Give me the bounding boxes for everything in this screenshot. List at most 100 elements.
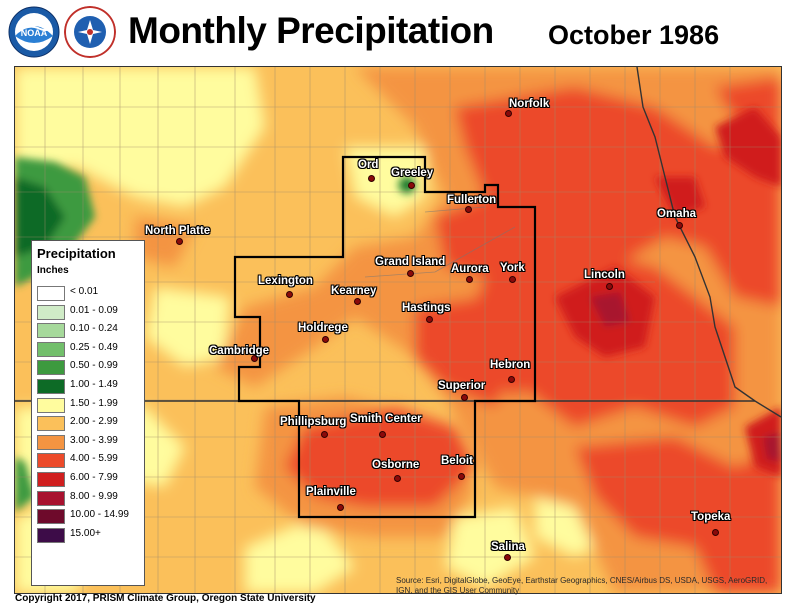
city-dot-plainville: [337, 504, 344, 511]
city-dot-greeley: [408, 182, 415, 189]
city-label-superior: Superior: [438, 380, 486, 392]
legend-label: 1.00 - 1.49: [70, 379, 118, 390]
city-label-lexington: Lexington: [258, 275, 313, 287]
legend-entry: 8.00 - 9.99: [37, 490, 143, 506]
map-title: Monthly Precipitation: [128, 10, 494, 51]
legend-entry: 0.10 - 0.24: [37, 322, 143, 339]
legend-swatch: [37, 509, 65, 525]
legend-label: 0.10 - 0.24: [70, 323, 118, 335]
city-label-kearney: Kearney: [331, 285, 377, 297]
city-dot-york: [509, 276, 516, 283]
legend-swatch: [37, 490, 65, 506]
city-label-topeka: Topeka: [691, 511, 731, 523]
map-period: October 1986: [548, 20, 720, 50]
city-dot-fullerton: [465, 206, 472, 213]
legend-entry: < 0.01: [37, 285, 143, 301]
city-label-grand-island: Grand Island: [375, 256, 446, 268]
city-label-hastings: Hastings: [402, 302, 451, 314]
legend-entry: 4.00 - 5.99: [37, 452, 143, 469]
city-label-osborne: Osborne: [372, 459, 420, 471]
city-label-norfolk: Norfolk: [509, 98, 550, 110]
city-dot-salina: [504, 554, 511, 561]
legend-swatch: [37, 397, 65, 413]
legend-swatch: [37, 434, 65, 450]
legend-label: 1.50 - 1.99: [70, 397, 118, 409]
city-label-cambridge: Cambridge: [209, 345, 270, 357]
legend-swatch: [37, 453, 65, 469]
city-label-beloit: Beloit: [441, 455, 473, 467]
legend-swatch: [37, 323, 65, 339]
legend-swatch: [37, 472, 65, 487]
legend-entry: 0.01 - 0.09: [37, 304, 143, 320]
legend-label: 4.00 - 5.99: [70, 453, 118, 465]
legend-swatch: [37, 341, 65, 357]
legend-entry: 0.50 - 0.99: [37, 359, 143, 376]
zone-1.5-2in-south: [245, 517, 355, 593]
zone-8-10in-core: [590, 292, 630, 327]
city-dot-superior: [461, 394, 468, 401]
legend-swatch: [37, 416, 65, 432]
city-label-salina: Salina: [491, 541, 525, 553]
city-dot-osborne: [394, 475, 401, 482]
zone-4-6in-southeast: [575, 437, 781, 593]
city-label-fullerton: Fullerton: [447, 194, 497, 206]
legend-entry: 0.25 - 0.49: [37, 341, 143, 357]
city-label-lincoln: Lincoln: [584, 269, 625, 281]
city-dot-omaha: [676, 222, 683, 229]
city-dot-kearney: [354, 298, 361, 305]
forecast-area-outline: [233, 155, 537, 519]
city-dot-norfolk: [505, 110, 512, 117]
legend-entry: 15.00+: [37, 527, 143, 543]
legend-entry: 6.00 - 7.99: [37, 471, 143, 487]
legend-label: 0.01 - 0.09: [70, 304, 118, 316]
zone-1.5-2in-ord: [345, 147, 425, 217]
legend-units: Inches: [37, 265, 69, 276]
legend-label: 8.00 - 9.99: [70, 490, 118, 502]
legend-label: < 0.01: [70, 286, 99, 297]
map-header: NOAA Monthly Precipitation October 1986: [0, 0, 792, 66]
legend-entry: 3.00 - 3.99: [37, 434, 143, 450]
legend-swatch: [37, 527, 65, 543]
legend-label: 0.50 - 0.99: [70, 360, 118, 372]
city-dot-hastings: [426, 316, 433, 323]
city-dot-lexington: [286, 291, 293, 298]
copyright-text: Copyright 2017, PRISM Climate Group, Ore…: [15, 593, 316, 604]
city-dot-topeka: [712, 529, 719, 536]
legend-title: Precipitation: [37, 246, 116, 261]
city-dot-beloit: [458, 473, 465, 480]
legend-swatch: [37, 360, 65, 376]
svg-text:NOAA: NOAA: [21, 28, 48, 38]
city-label-aurora: Aurora: [451, 263, 489, 275]
legend-entry: 1.00 - 1.49: [37, 378, 143, 394]
city-dot-lincoln: [606, 283, 613, 290]
city-label-phillipsburg: Phillipsburg: [280, 416, 347, 428]
river-lines: [364, 206, 516, 278]
legend-label: 6.00 - 7.99: [70, 472, 118, 483]
noaa-logo: NOAA: [8, 6, 60, 58]
basemap-source-text: Source: Esri, DigitalGlobe, GeoEye, Eart…: [396, 576, 768, 595]
legend-entry: 2.00 - 2.99: [37, 415, 143, 432]
city-label-ord: Ord: [358, 159, 379, 171]
legend-label: 0.25 - 0.49: [70, 341, 118, 353]
national-weather-service-logo: [64, 6, 116, 58]
legend-swatch: [37, 379, 65, 394]
legend-swatch: [37, 304, 65, 320]
legend-label: 3.00 - 3.99: [70, 434, 118, 446]
city-label-smith-center: Smith Center: [350, 413, 422, 425]
city-label-greeley: Greeley: [391, 167, 434, 179]
city-label-omaha: Omaha: [657, 208, 696, 220]
city-label-hebron: Hebron: [490, 359, 531, 371]
legend-label: 10.00 - 14.99: [70, 509, 129, 521]
city-dot-cambridge: [251, 355, 258, 362]
city-label-north-platte: North Platte: [145, 225, 211, 237]
legend-entry: 10.00 - 14.99: [37, 508, 143, 525]
legend-label: 15.00+: [70, 527, 101, 539]
legend-label: 2.00 - 2.99: [70, 416, 118, 428]
zone-1.5-2in-southwest: [145, 287, 230, 367]
city-dot-ord: [368, 175, 375, 182]
city-label-holdrege: Holdrege: [298, 322, 348, 334]
city-dot-north-platte: [176, 238, 183, 245]
city-dot-holdrege: [322, 336, 329, 343]
city-dot-grand-island: [407, 270, 414, 277]
legend-swatch: [37, 286, 65, 301]
